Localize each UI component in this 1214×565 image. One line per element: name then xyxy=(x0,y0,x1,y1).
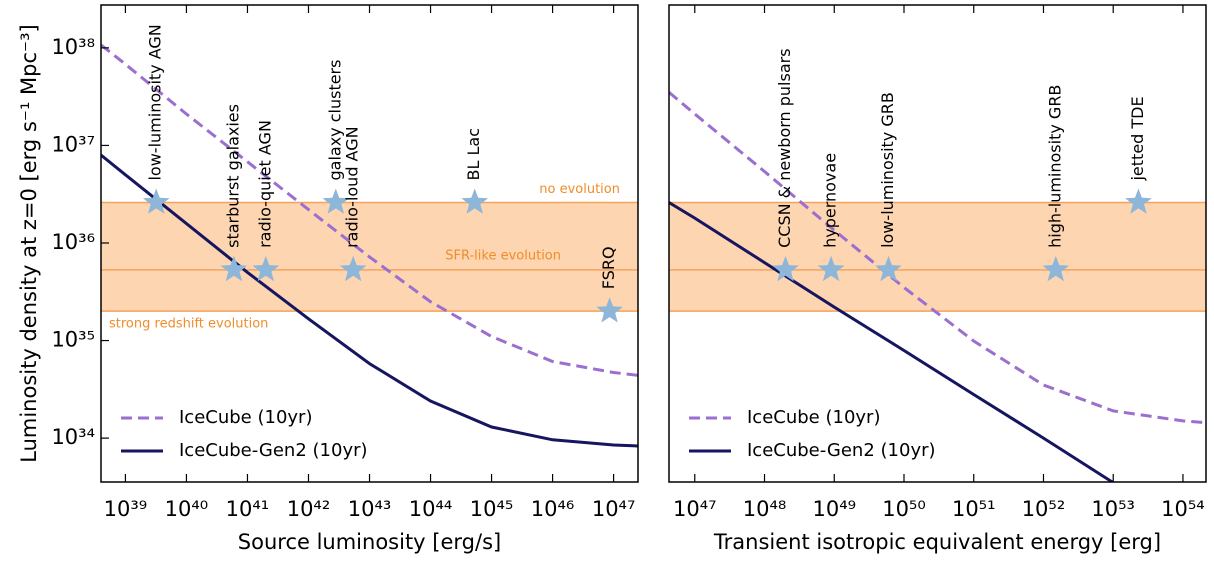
x-tick-label: 10⁴⁷ xyxy=(673,497,717,521)
source-star xyxy=(1042,255,1070,282)
x-tick-label: 10⁵³ xyxy=(1091,497,1135,521)
source-star xyxy=(461,188,489,214)
x-tick-label: 10⁵¹ xyxy=(952,497,996,521)
source-star xyxy=(142,188,170,214)
plot-area xyxy=(101,43,638,448)
source-label: low-luminosity AGN xyxy=(146,24,165,180)
source-star xyxy=(339,255,367,282)
series-line xyxy=(101,154,638,448)
x-tick-label: 10⁴⁴ xyxy=(409,497,453,521)
x-tick-label: 10⁴⁹ xyxy=(812,497,856,521)
x-axis-label: Transient isotropic equivalent energy [e… xyxy=(713,530,1161,554)
annotation: strong redshift evolution xyxy=(109,317,268,332)
y-tick-label: 10³⁶ xyxy=(51,230,95,254)
source-label: FSRQ xyxy=(599,246,618,289)
series-line xyxy=(101,43,638,377)
source-star xyxy=(322,188,350,214)
source-label: galaxy clusters xyxy=(325,60,344,181)
source-label: radio-loud AGN xyxy=(343,126,362,248)
x-tick-label: 10⁴¹ xyxy=(226,497,270,521)
y-tick-label: 10³⁵ xyxy=(51,328,95,352)
y-tick-label: 10³⁸ xyxy=(51,35,95,59)
source-star xyxy=(817,255,845,282)
source-label: radio-quiet AGN xyxy=(255,120,274,248)
source-label: high-luminosity GRB xyxy=(1045,85,1064,248)
x-tick-label: 10⁵² xyxy=(1022,497,1066,521)
annotation: SFR-like evolution xyxy=(445,248,561,263)
source-label: jetted TDE xyxy=(1128,96,1147,181)
x-tick-label: 10⁵⁴ xyxy=(1161,497,1205,521)
x-tick-label: 10³⁹ xyxy=(104,497,148,521)
x-tick-label: 10⁴⁵ xyxy=(470,497,514,521)
source-star xyxy=(875,255,902,282)
series-line xyxy=(669,91,1206,425)
y-tick-label: 10³⁴ xyxy=(51,425,95,449)
source-label: starburst galaxies xyxy=(223,104,242,248)
x-tick-label: 10⁴⁰ xyxy=(165,497,209,521)
axes-frame xyxy=(668,4,1207,483)
source-star xyxy=(220,255,248,282)
evolution-band xyxy=(669,202,1206,312)
x-tick-label: 10⁴³ xyxy=(348,497,392,521)
annotation: no evolution xyxy=(539,182,620,197)
legend-label: IceCube (10yr) xyxy=(747,407,880,428)
legend-label: IceCube (10yr) xyxy=(179,407,312,428)
source-label: CCSN & newborn pulsars xyxy=(775,48,794,247)
y-axis-label: Luminosity density at z=0 [erg s⁻¹ Mpc⁻³… xyxy=(17,24,41,463)
legend-label: IceCube-Gen2 (10yr) xyxy=(179,440,368,461)
x-tick-label: 10⁴⁸ xyxy=(743,497,787,521)
legend-label: IceCube-Gen2 (10yr) xyxy=(747,440,936,461)
y-tick-label: 10³⁷ xyxy=(51,132,95,156)
source-label: hypernovae xyxy=(821,153,840,248)
plot-area xyxy=(669,91,1206,482)
source-star xyxy=(1125,188,1152,214)
source-label: BL Lac xyxy=(464,128,483,181)
x-tick-label: 10⁴² xyxy=(287,497,331,521)
x-axis-label: Source luminosity [erg/s] xyxy=(238,530,501,554)
source-star xyxy=(772,255,799,282)
x-tick-label: 10⁵⁰ xyxy=(882,497,926,521)
source-star xyxy=(252,255,280,282)
source-star xyxy=(596,297,623,323)
series-line xyxy=(669,201,1116,482)
x-tick-label: 10⁴⁷ xyxy=(592,497,636,521)
x-tick-label: 10⁴⁶ xyxy=(531,497,575,521)
source-label: low-luminosity GRB xyxy=(878,92,897,248)
